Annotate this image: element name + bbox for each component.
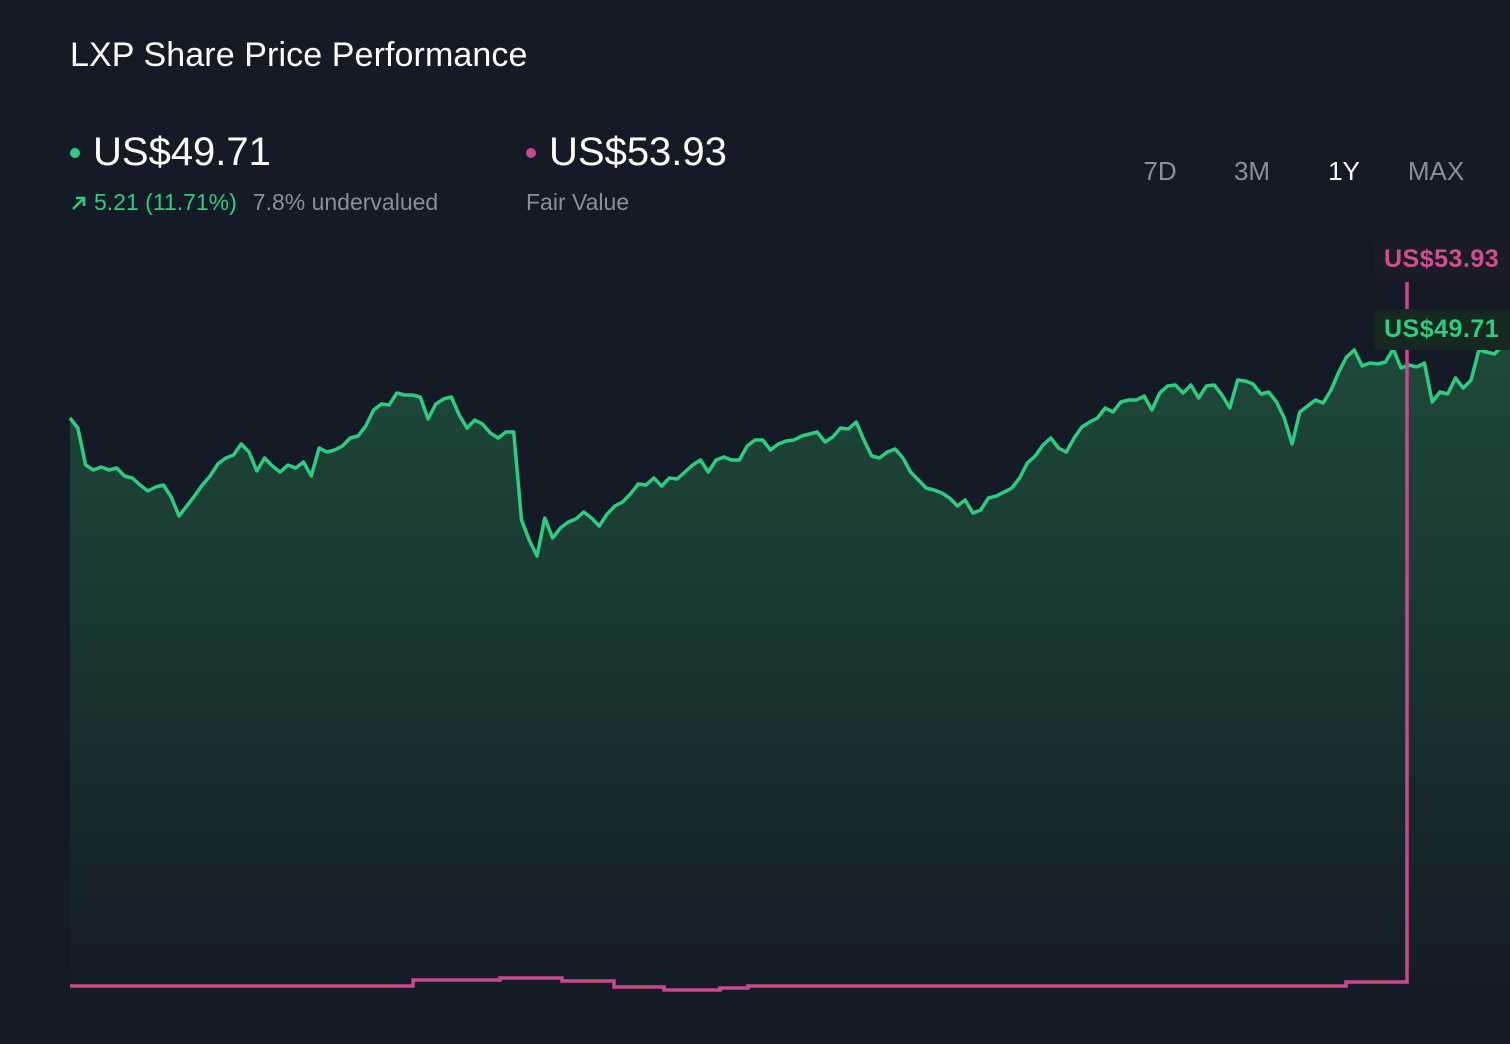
period-tabs: 7D 3M 1Y MAX — [1114, 156, 1482, 187]
fair-value-legend-dot — [526, 147, 536, 158]
share-price-summary: US$49.71 5.21 (11.71%) 7.8% undervalued — [70, 130, 438, 216]
price-change: 5.21 (11.71%) — [70, 189, 237, 216]
tab-3m[interactable]: 3M — [1233, 156, 1271, 186]
tab-max[interactable]: MAX — [1407, 156, 1465, 186]
chart-title: LXP Share Price Performance — [70, 36, 528, 74]
fair-value-line — [70, 282, 1409, 992]
tab-1y[interactable]: 1Y — [1328, 156, 1360, 186]
share-price-legend-dot — [70, 147, 80, 158]
fair-value-summary: US$53.93 Fair Value — [526, 130, 727, 216]
share-price-badge: US$49.71 — [1374, 309, 1510, 350]
fair-value-value: US$53.93 — [549, 130, 727, 174]
price-area-fill — [70, 330, 1510, 1000]
share-price-value: US$49.71 — [93, 130, 271, 174]
share-price-line — [68, 329, 1510, 558]
arrow-up-right-icon — [70, 194, 88, 212]
valuation-status: 7.8% undervalued — [252, 189, 439, 215]
tab-7d[interactable]: 7D — [1143, 156, 1177, 186]
fair-value-badge: US$53.93 — [1374, 239, 1510, 280]
fair-value-label: Fair Value — [526, 189, 630, 215]
price-change-value: 5.21 (11.71%) — [94, 189, 237, 215]
